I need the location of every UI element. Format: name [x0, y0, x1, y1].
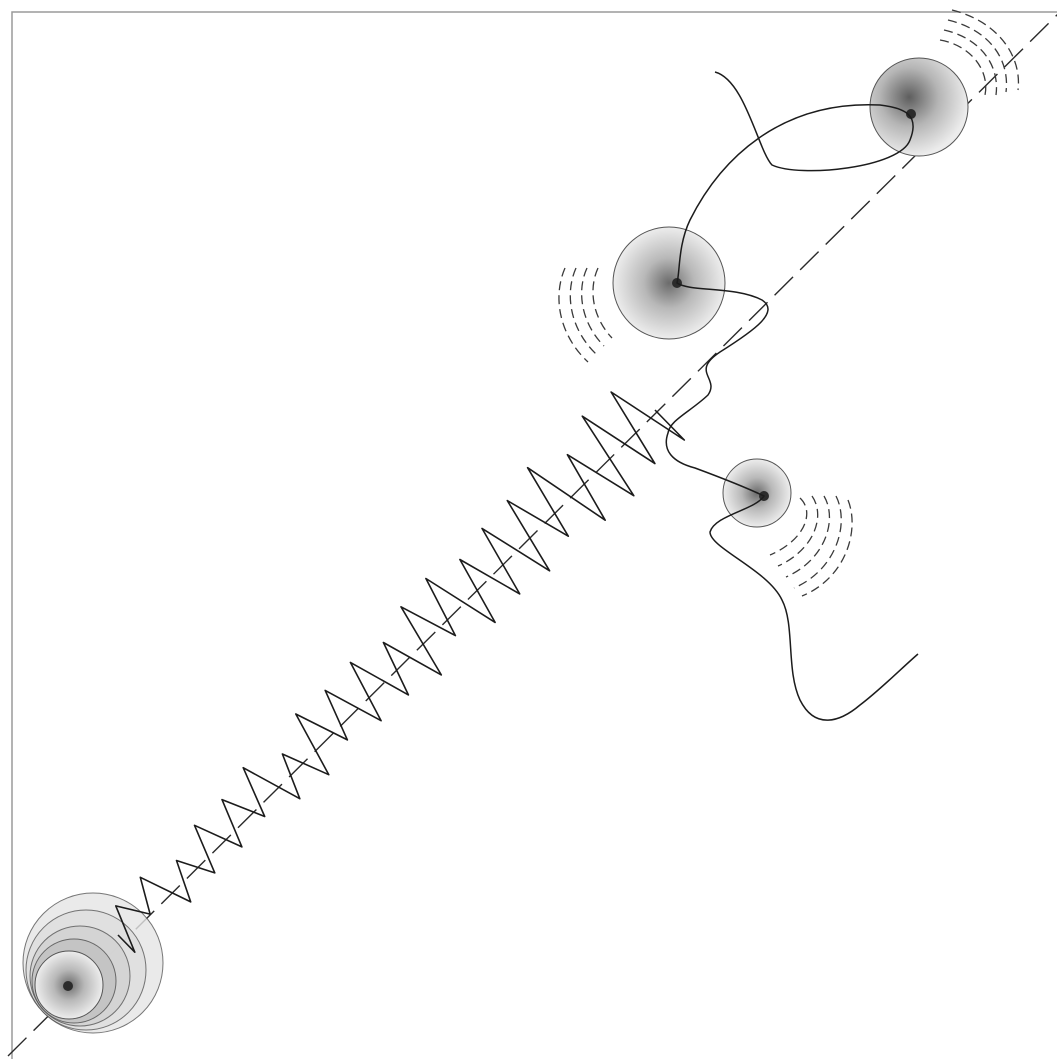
upper-radiating-arcs [939, 9, 1020, 96]
source-nucleus [63, 981, 73, 991]
zigzag-wave-train [115, 391, 686, 953]
middle-body [612, 226, 726, 340]
frame-border [11, 11, 1057, 1059]
upper-nucleus [906, 109, 916, 119]
lower-radiating-arcs [769, 495, 853, 597]
curved-trajectory [665, 71, 919, 721]
upper-body [869, 57, 969, 157]
diagonal-dashed-axis [7, 13, 1057, 1057]
source-body [22, 892, 164, 1034]
middle-radiating-arcs [558, 267, 613, 363]
